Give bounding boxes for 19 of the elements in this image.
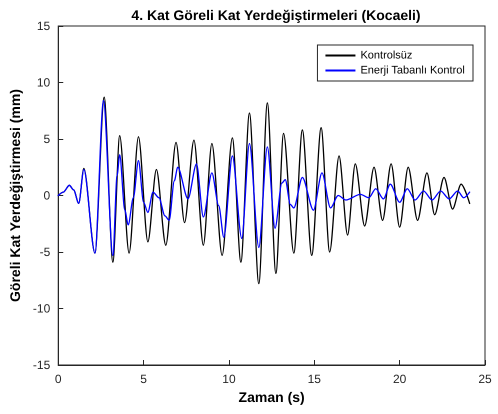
y-axis-title: Göreli Kat Yerdeğiştirmesi (mm): [7, 89, 23, 302]
y-tick-label: 10: [36, 76, 51, 90]
legend-label: Enerji Tabanlı Kontrol: [360, 64, 465, 76]
y-tick-label: 0: [44, 188, 51, 202]
y-tick-label: -15: [32, 358, 51, 372]
line-series: [58, 100, 470, 256]
x-tick-label: 5: [140, 372, 148, 386]
x-tick-label: 0: [54, 372, 62, 386]
x-tick-label: 10: [222, 372, 236, 386]
legend-label: Kontrolsüz: [360, 50, 412, 62]
y-tick-label: 5: [44, 132, 51, 146]
x-tick-label: 20: [392, 372, 407, 386]
y-tick-label: -5: [40, 245, 51, 259]
x-tick-label: 15: [308, 372, 322, 386]
y-tick-label: -10: [32, 302, 51, 316]
y-tick-label: 15: [36, 19, 51, 33]
x-axis-title: Zaman (s): [238, 388, 305, 405]
x-tick-label: 25: [478, 372, 492, 386]
chart-title: 4. Kat Göreli Kat Yerdeğiştirmeleri (Kocaeli): [131, 7, 421, 23]
